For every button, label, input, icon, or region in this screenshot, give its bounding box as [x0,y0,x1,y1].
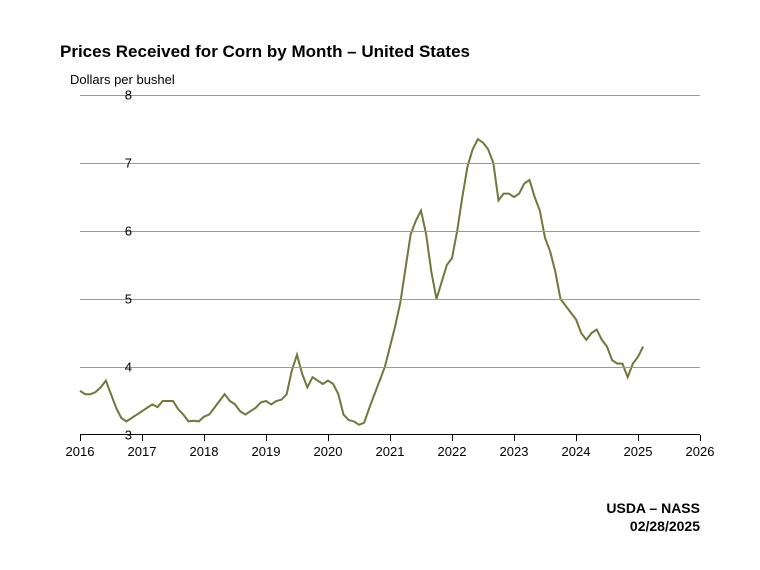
gridline [80,95,700,96]
xtick-label: 2025 [624,444,653,459]
xtick-label: 2026 [686,444,715,459]
gridline [80,231,700,232]
gridline [80,163,700,164]
xtick [638,435,639,441]
xtick-label: 2023 [500,444,529,459]
footer-source: USDA – NASS [606,499,700,517]
xtick [328,435,329,441]
gridline [80,367,700,368]
xtick-label: 2020 [314,444,343,459]
y-axis-label: Dollars per bushel [70,72,175,87]
xtick-label: 2016 [66,444,95,459]
xtick [390,435,391,441]
ytick-label: 5 [125,292,132,307]
ytick-label: 4 [125,360,132,375]
xtick [514,435,515,441]
xtick-label: 2021 [376,444,405,459]
xtick [204,435,205,441]
chart-title: Prices Received for Corn by Month – Unit… [60,42,470,62]
ytick-label: 6 [125,224,132,239]
xtick [576,435,577,441]
xtick-label: 2018 [190,444,219,459]
xtick [266,435,267,441]
chart-container: Prices Received for Corn by Month – Unit… [0,0,760,570]
xtick-label: 2022 [438,444,467,459]
ytick-label: 7 [125,156,132,171]
ytick-label: 8 [125,88,132,103]
xtick [142,435,143,441]
plot-area: 2016201720182019202020212022202320242025… [80,95,700,435]
footer-date: 02/28/2025 [606,517,700,535]
xtick-label: 2017 [128,444,157,459]
gridline [80,299,700,300]
xtick [80,435,81,441]
xtick [452,435,453,441]
xtick-label: 2019 [252,444,281,459]
xtick [700,435,701,441]
price-line [80,139,643,425]
ytick-label: 3 [125,428,132,443]
line-chart-svg [80,95,700,435]
xtick-label: 2024 [562,444,591,459]
chart-footer: USDA – NASS 02/28/2025 [606,499,700,535]
